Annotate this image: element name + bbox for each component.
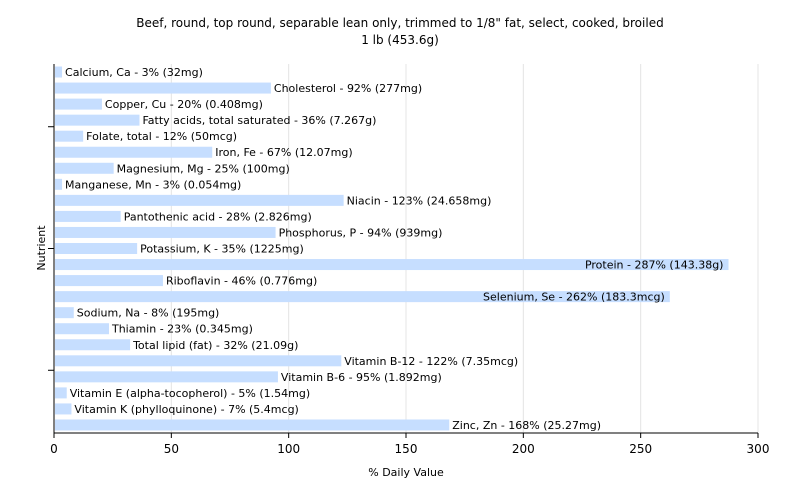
bar [55,259,729,271]
bar-label: Magnesium, Mg - 25% (100mg) [117,162,290,175]
bar-label: Selenium, Se - 262% (183.3mcg) [483,291,665,304]
bar-label: Folate, total - 12% (50mcg) [86,130,237,143]
bar-label: Vitamin K (phylloquinone) - 7% (5.4mcg) [74,403,298,416]
bar-label: Zinc, Zn - 168% (25.27mg) [452,419,601,432]
bar [55,146,213,158]
bar [55,130,84,142]
bar-label: Calcium, Ca - 3% (32mg) [65,66,203,79]
bar-label: Vitamin B-12 - 122% (7.35mcg) [344,355,518,368]
x-tick-label: 100 [277,442,300,456]
bar-label: Thiamin - 23% (0.345mg) [111,323,253,336]
bar-label: Vitamin E (alpha-tocopherol) - 5% (1.54m… [70,387,310,400]
bar-label: Iron, Fe - 67% (12.07mg) [215,146,352,159]
x-axis-label: % Daily Value [368,466,444,479]
bar [55,114,140,126]
bar [55,355,342,367]
x-tick-label: 300 [747,442,770,456]
bar [55,98,102,110]
bar-label: Potassium, K - 35% (1225mg) [140,243,304,256]
x-tick-label: 250 [629,442,652,456]
bar [55,66,63,78]
bar [55,387,67,399]
bar [55,371,278,383]
bar-label: Sodium, Na - 8% (195mg) [77,307,220,320]
bar [55,275,163,287]
bar [55,291,670,303]
bar-label: Cholesterol - 92% (277mg) [274,82,422,95]
bar-label: Fatty acids, total saturated - 36% (7.26… [142,114,376,127]
bar [55,419,450,431]
x-tick-label: 50 [164,442,179,456]
x-tick-label: 150 [395,442,418,456]
bar [55,339,131,351]
bar [55,226,276,238]
bar-label: Total lipid (fat) - 32% (21.09g) [132,339,298,352]
bar-label: Vitamin B-6 - 95% (1.892mg) [281,371,442,384]
bar-label: Pantothenic acid - 28% (2.826mg) [124,210,312,223]
bar-label: Riboflavin - 46% (0.776mg) [166,275,317,288]
bar-label: Copper, Cu - 20% (0.408mg) [105,98,263,111]
bar [55,178,63,190]
chart-title: Beef, round, top round, separable lean o… [136,16,663,30]
chart-subtitle: 1 lb (453.6g) [361,33,439,47]
bar [55,243,138,254]
bars: Calcium, Ca - 3% (32mg) Cholesterol - 92%… [55,66,729,432]
bar-label: Niacin - 123% (24.658mg) [347,194,492,207]
bar-label: Protein - 287% (143.38g) [585,259,724,272]
bar [55,162,114,174]
bar [55,210,121,222]
bar-label: Manganese, Mn - 3% (0.054mg) [65,178,241,191]
bar [55,323,109,335]
bar [55,82,271,94]
bar-label: Phosphorus, P - 94% (939mg) [279,226,443,239]
axes: 0 50 100 150 200 250 300 [48,64,769,456]
x-tick-label: 200 [512,442,535,456]
bar [55,194,344,206]
x-tick-label: 0 [50,442,58,456]
bar [55,403,72,415]
bar [55,307,74,319]
y-axis-label: Nutrient [35,225,48,271]
